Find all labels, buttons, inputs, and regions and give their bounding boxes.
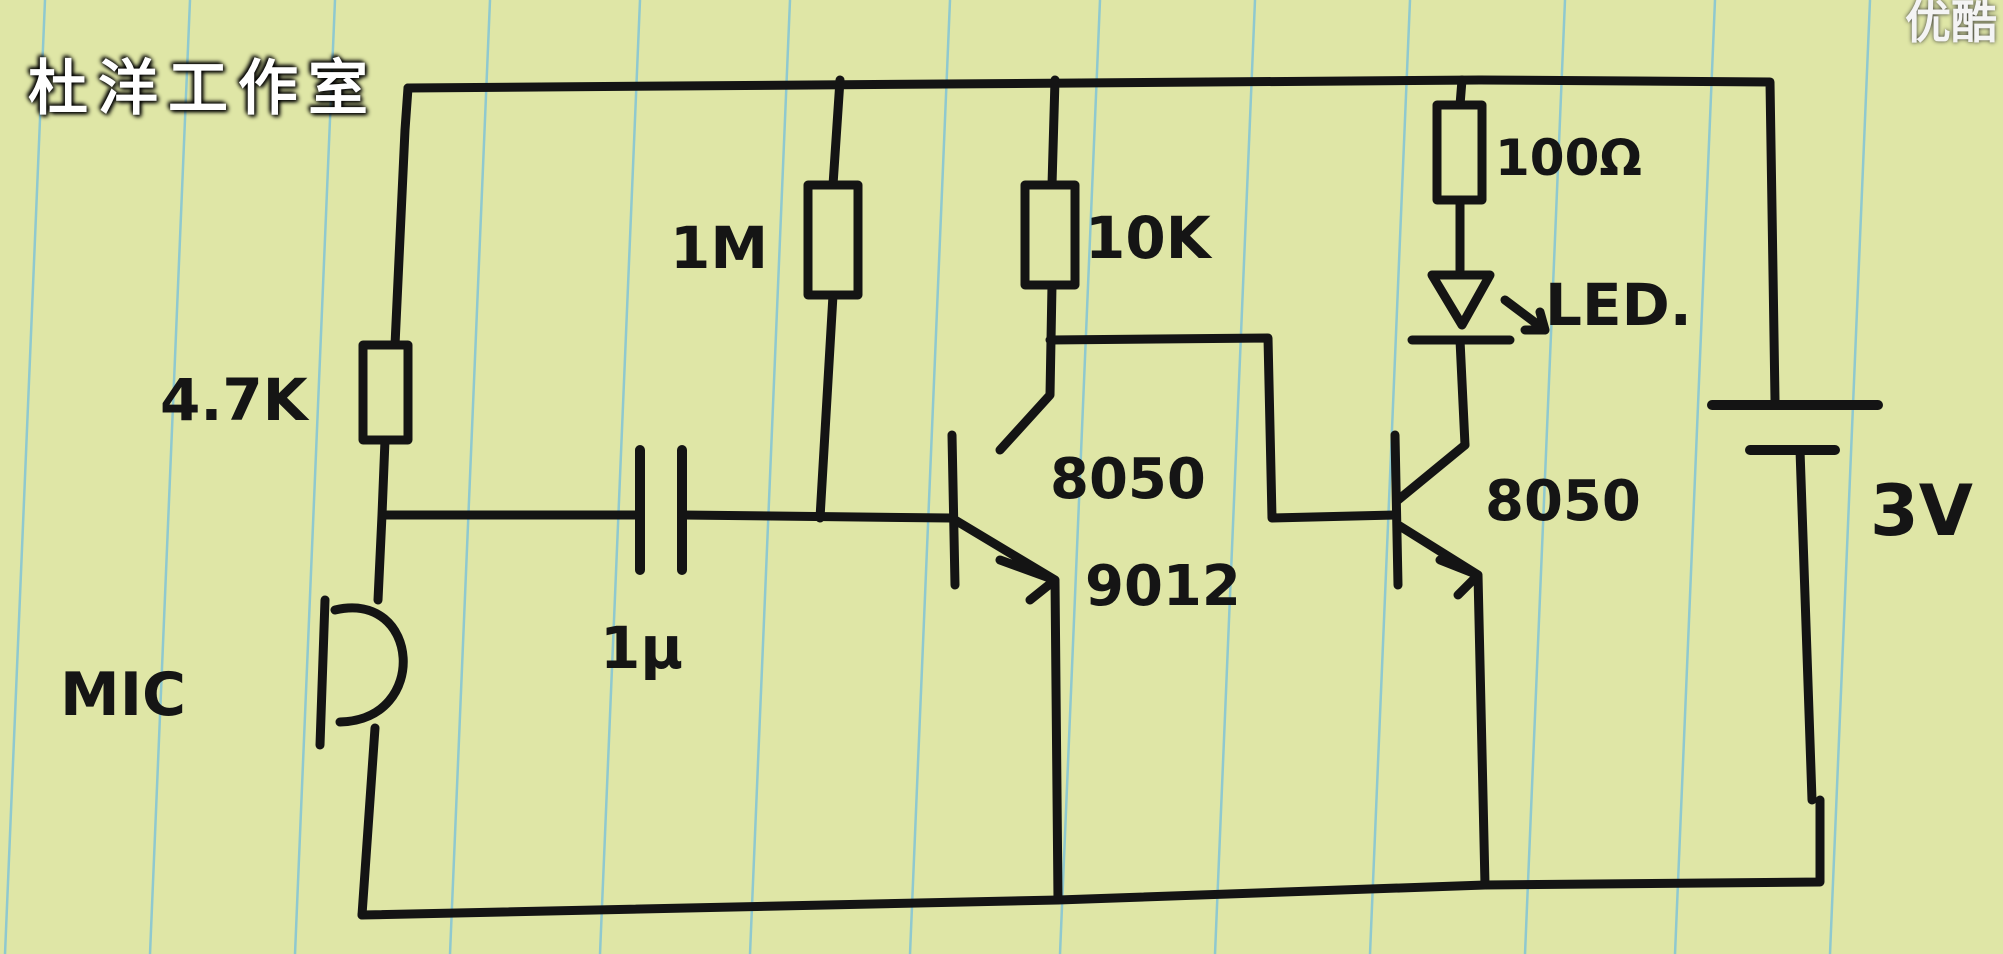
rail-to-1m-wire (828, 75, 845, 190)
label-r-mic: 4.7K (160, 366, 310, 434)
label-battery: 3V (1870, 470, 1973, 552)
transistor-q1 (947, 430, 1063, 905)
label-led: LED. (1545, 271, 1692, 339)
resistor-4k7 (358, 340, 413, 445)
label-q1-alt: 9012 (1085, 554, 1241, 619)
rail-to-10k-wire (1047, 75, 1060, 190)
label-r-bias: 1M (670, 214, 768, 282)
label-r-collector: 10K (1085, 204, 1213, 272)
1m-to-base-wire (815, 290, 838, 523)
paper-rule-lines (3, 0, 1872, 954)
microphone-symbol (315, 595, 408, 750)
mic-to-ground-wire (357, 723, 380, 920)
interstage-wire (1045, 333, 1400, 523)
resistor-100ohm (1432, 100, 1487, 205)
top-rail-wire (403, 75, 1780, 405)
studio-watermark: 杜洋工作室 (28, 54, 378, 124)
label-r-led: 100Ω (1495, 129, 1642, 187)
left-branch-wire (390, 83, 413, 350)
label-q1-model: 8050 (1050, 447, 1206, 512)
capacitor-1u (635, 445, 687, 575)
resistor-10k (1020, 180, 1080, 290)
battery-symbol (1707, 400, 1883, 455)
resistor-1m (803, 180, 863, 300)
mic-node-wire (373, 435, 645, 605)
led-symbol (1407, 270, 1550, 450)
ground-rail-wire (357, 795, 1825, 920)
10k-to-collector-wire (995, 280, 1057, 455)
label-q2-model: 8050 (1485, 469, 1641, 534)
label-mic: MIC (60, 660, 186, 730)
video-site-logo: 优酷 (1905, 0, 1997, 49)
label-cap: 1μ (600, 614, 683, 682)
transistor-q2 (1390, 430, 1490, 890)
battery-to-ground-wire (1795, 445, 1817, 805)
